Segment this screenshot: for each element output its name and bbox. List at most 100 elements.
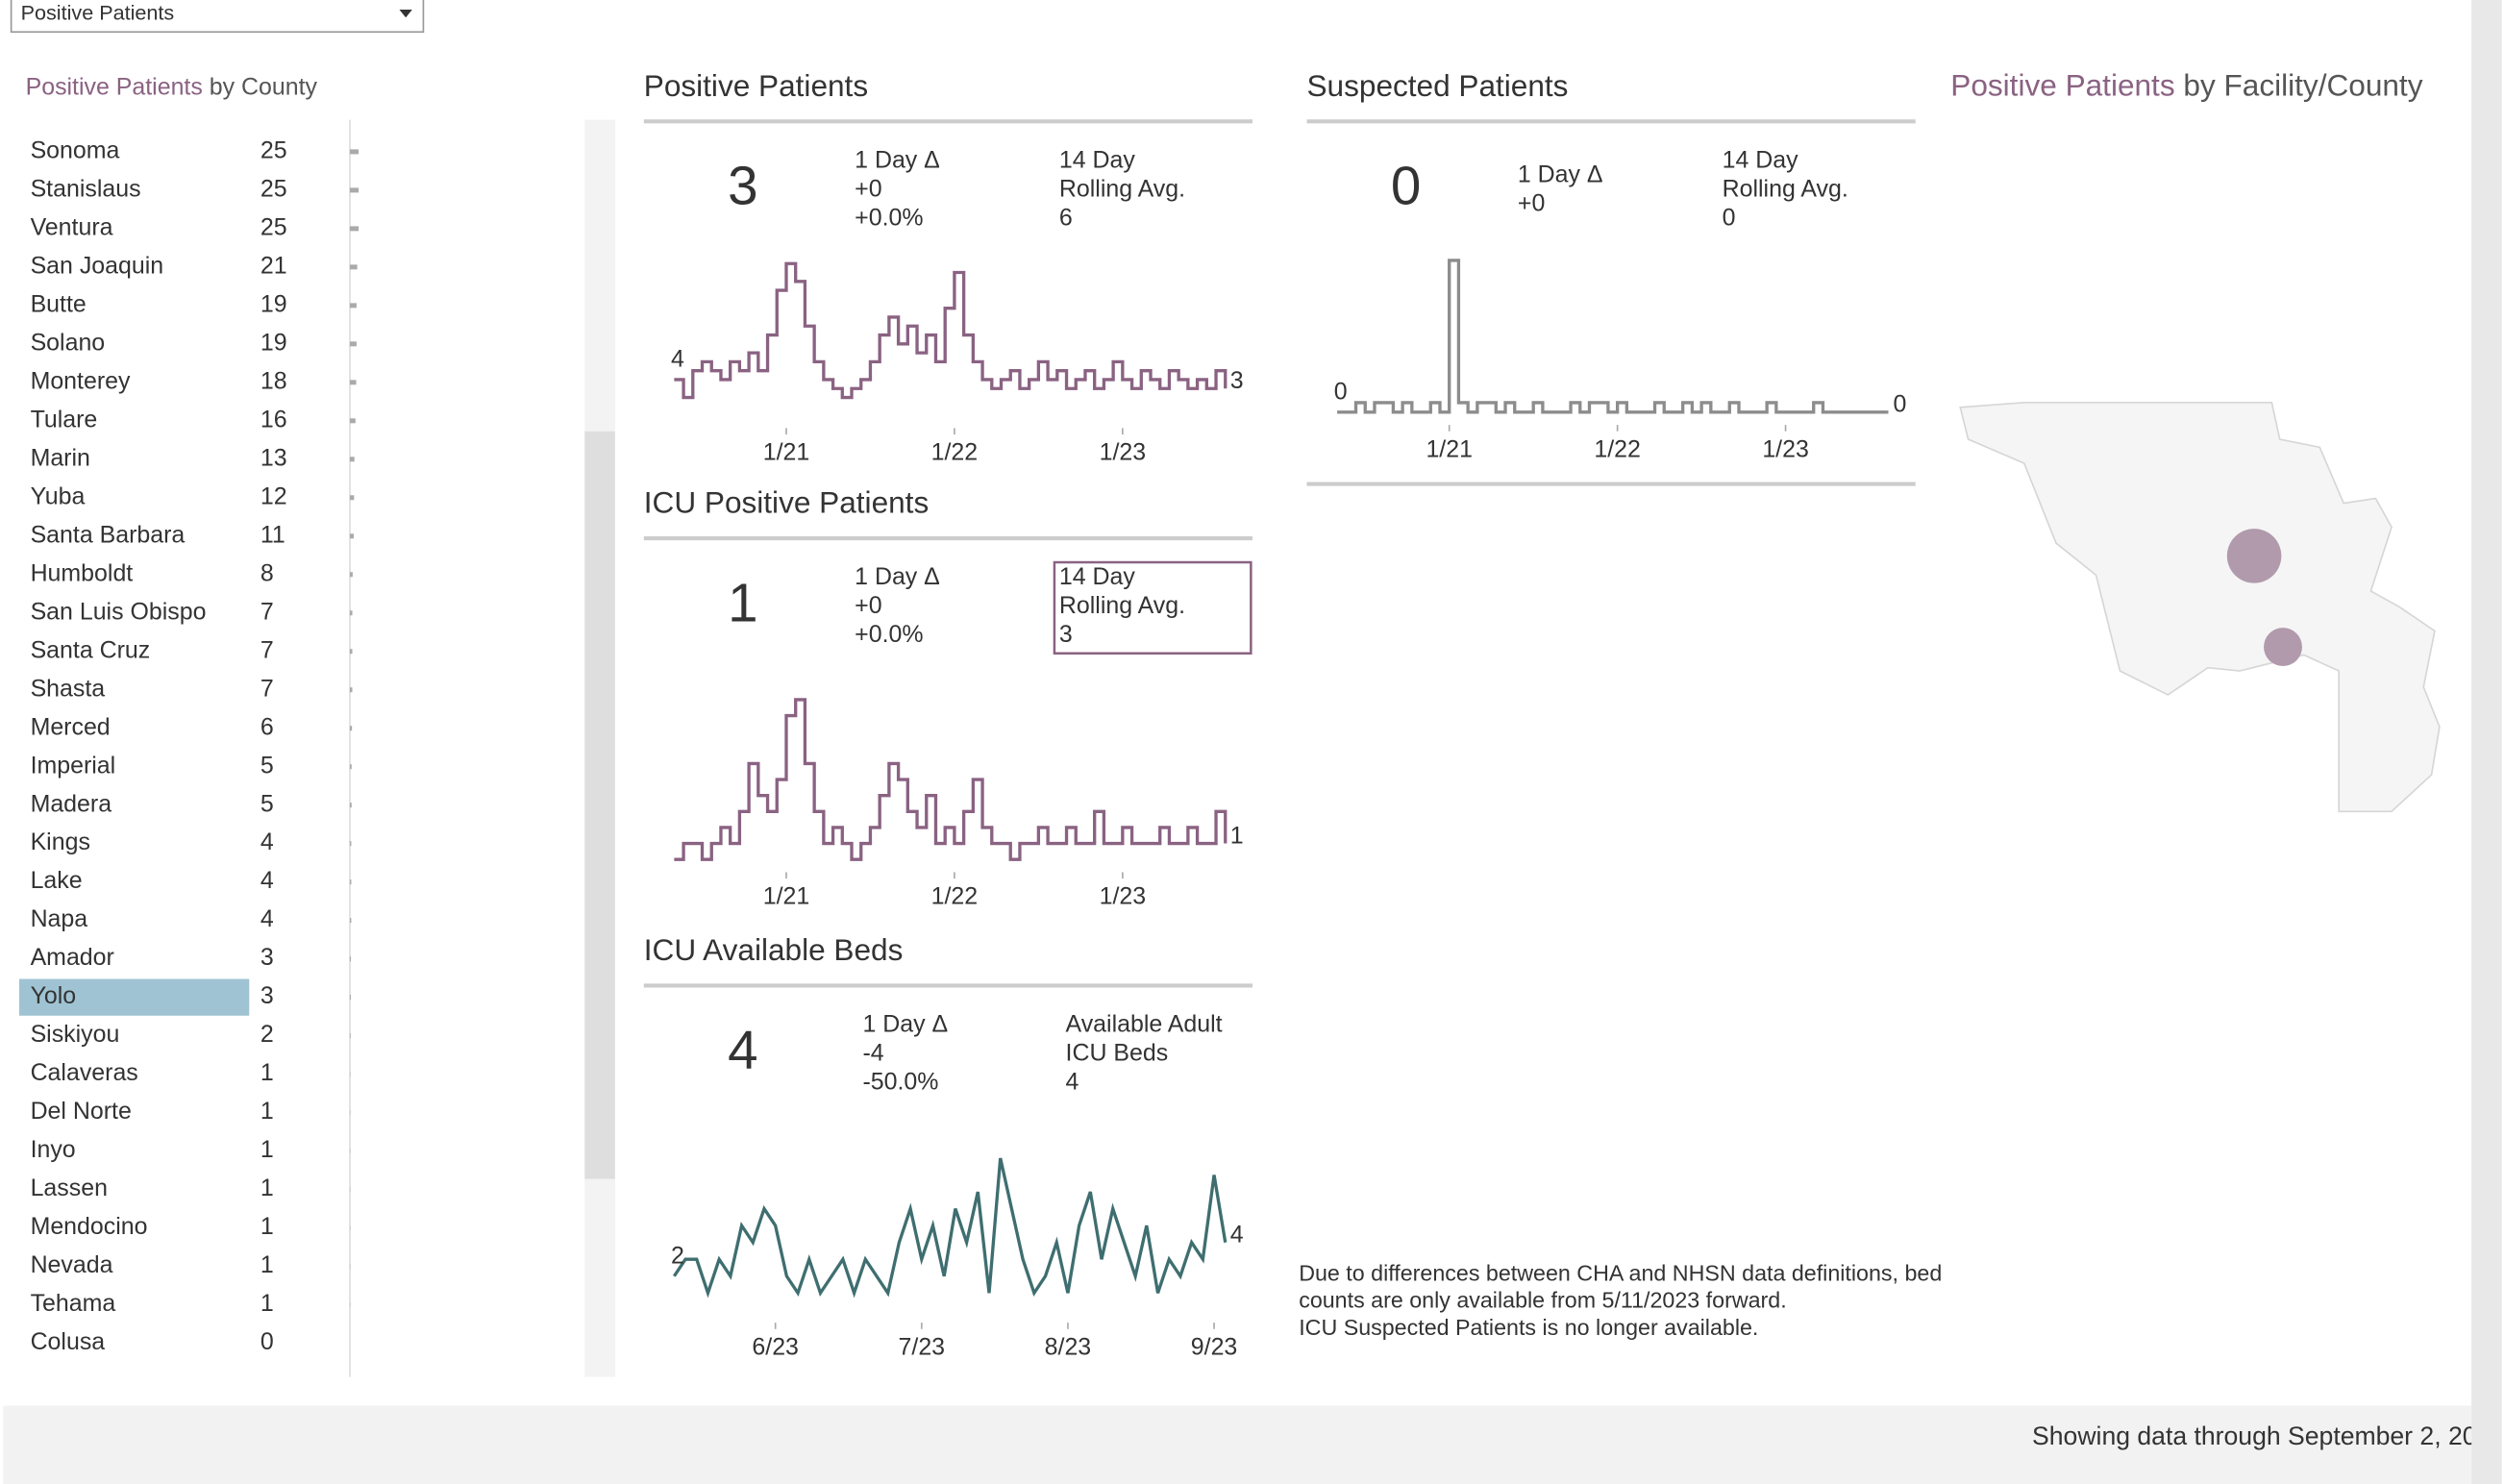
county-value: 19 bbox=[260, 290, 287, 317]
county-name: Yuba bbox=[31, 482, 86, 509]
county-name: Siskiyou bbox=[31, 1021, 120, 1048]
avg-text: Rolling Avg. bbox=[1059, 592, 1185, 619]
end-label: 0 bbox=[1893, 391, 1906, 418]
delta-text: +0 bbox=[855, 175, 881, 202]
county-value: 1 bbox=[260, 1290, 274, 1317]
county-value: 18 bbox=[260, 367, 287, 394]
note-text: ICU Suspected Patients is no longer avai… bbox=[1299, 1315, 1758, 1340]
county-value: 11 bbox=[260, 521, 285, 548]
footer-clip: Showing data through September 2, 2023 bbox=[2032, 1422, 2471, 1450]
list-scrollbar-thumb[interactable] bbox=[584, 431, 615, 1179]
county-value: 4 bbox=[260, 905, 274, 932]
x-tick-label: 1/21 bbox=[1426, 435, 1473, 462]
county-bar bbox=[349, 726, 353, 731]
county-name: Del Norte bbox=[31, 1098, 132, 1125]
title-highlight: Positive Patients bbox=[1950, 68, 2174, 103]
county-value: 7 bbox=[260, 675, 274, 702]
county-name: Monterey bbox=[31, 367, 131, 394]
county-bar bbox=[349, 457, 355, 462]
note-text: counts are only available from 5/11/2023… bbox=[1299, 1288, 1786, 1313]
avg-text: 3 bbox=[1059, 621, 1073, 648]
county-name: Madera bbox=[31, 790, 112, 817]
county-value: 1 bbox=[260, 1059, 274, 1086]
county-name: Kings bbox=[31, 829, 90, 855]
county-value: 25 bbox=[260, 213, 287, 240]
footer-bar bbox=[3, 1405, 2472, 1484]
x-tick-label: 7/23 bbox=[899, 1333, 946, 1360]
end-label: 1 bbox=[1230, 822, 1244, 849]
county-value: 1 bbox=[260, 1175, 274, 1201]
county-name: Butte bbox=[31, 290, 87, 317]
county-name: Calaveras bbox=[31, 1059, 138, 1086]
county-name: Colusa bbox=[31, 1328, 106, 1355]
selected-row bbox=[18, 978, 250, 1016]
avg-text: 4 bbox=[1066, 1068, 1079, 1095]
delta-text: 1 Day Δ bbox=[855, 146, 940, 173]
county-value: 25 bbox=[260, 175, 287, 202]
delta-text: -50.0% bbox=[862, 1068, 938, 1095]
county-bar bbox=[349, 995, 352, 1001]
county-map[interactable] bbox=[1959, 401, 2441, 813]
county-value: 25 bbox=[260, 136, 287, 163]
x-tick-label: 1/23 bbox=[1762, 435, 1809, 462]
county-name: Nevada bbox=[31, 1251, 113, 1278]
county-value: 19 bbox=[260, 329, 287, 356]
county-bar bbox=[349, 879, 352, 885]
title-rest: by County bbox=[203, 73, 318, 100]
delta-text: +0 bbox=[855, 592, 881, 619]
county-value: 8 bbox=[260, 559, 274, 586]
x-tick-label: 1/23 bbox=[1100, 883, 1147, 910]
county-value: 6 bbox=[260, 713, 274, 740]
sparkline bbox=[674, 698, 1228, 861]
page-scrollbar[interactable] bbox=[2471, 0, 2502, 1484]
kpi-value: 1 bbox=[728, 572, 757, 632]
county-bar bbox=[349, 956, 352, 962]
title-highlight: Positive Patients bbox=[26, 73, 203, 100]
avg-text: ICU Beds bbox=[1066, 1039, 1169, 1066]
delta-text: +0.0% bbox=[855, 621, 923, 648]
county-bar bbox=[349, 418, 356, 424]
county-name: Inyo bbox=[31, 1136, 76, 1163]
county-value: 3 bbox=[260, 944, 274, 971]
county-list-title: Positive Patients by County bbox=[26, 73, 318, 100]
selection-box bbox=[1053, 560, 1252, 655]
county-bar bbox=[349, 495, 355, 501]
county-value: 1 bbox=[260, 1213, 274, 1240]
x-tick-label: 9/23 bbox=[1191, 1333, 1238, 1360]
start-label: 4 bbox=[671, 346, 684, 373]
county-name: Lake bbox=[31, 867, 83, 894]
facility-bubble[interactable] bbox=[2264, 628, 2302, 667]
x-tick-label: 1/21 bbox=[763, 883, 810, 910]
county-value: 21 bbox=[260, 252, 287, 279]
county-name: San Luis Obispo bbox=[31, 598, 207, 625]
county-name: San Joaquin bbox=[31, 252, 164, 279]
delta-text: +0 bbox=[1518, 189, 1545, 216]
county-name: Mendocino bbox=[31, 1213, 148, 1240]
county-name: Santa Cruz bbox=[31, 636, 151, 663]
county-name: Merced bbox=[31, 713, 111, 740]
avg-text: 14 Day bbox=[1059, 146, 1136, 173]
avg-text: Available Adult bbox=[1066, 1011, 1223, 1038]
county-name: Stanislaus bbox=[31, 175, 141, 202]
x-tick-label: 1/22 bbox=[931, 883, 979, 910]
kpi-value: 4 bbox=[728, 1020, 757, 1080]
county-bar bbox=[349, 610, 353, 616]
delta-text: 1 Day Δ bbox=[855, 563, 940, 590]
panel-title: Suspected Patients bbox=[1307, 68, 1569, 103]
delta-text: 1 Day Δ bbox=[1518, 161, 1603, 187]
kpi-value: 3 bbox=[728, 156, 757, 216]
county-bar bbox=[349, 264, 358, 270]
county-value: 16 bbox=[260, 406, 287, 433]
county-bar bbox=[349, 572, 353, 578]
x-tick-label: 1/22 bbox=[931, 439, 979, 466]
dropdown[interactable] bbox=[10, 0, 425, 34]
dropdown-arrow bbox=[399, 9, 412, 18]
avg-text: Rolling Avg. bbox=[1059, 175, 1185, 202]
county-value: 4 bbox=[260, 867, 274, 894]
county-bar bbox=[349, 303, 357, 309]
facility-bubble[interactable] bbox=[2226, 529, 2282, 583]
county-name: Tehama bbox=[31, 1290, 116, 1317]
county-value: 3 bbox=[260, 982, 274, 1009]
